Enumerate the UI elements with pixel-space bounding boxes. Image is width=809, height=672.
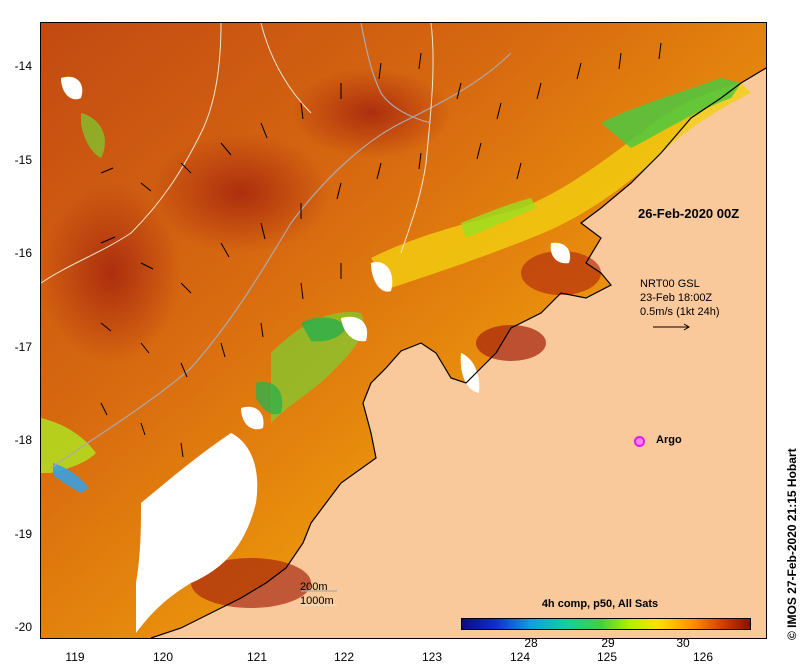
current-vector — [140, 342, 150, 354]
current-legend-source: NRT00 GSL — [640, 278, 700, 290]
cloud-gap — [61, 76, 83, 100]
cool-band — [81, 113, 105, 158]
cloud-gap — [550, 242, 571, 264]
current-vector — [418, 52, 422, 70]
argo-label: Argo — [656, 434, 682, 446]
x-axis-label: 120 — [152, 650, 174, 664]
colorbar-tick: 29 — [601, 636, 615, 650]
current-vector — [100, 402, 108, 416]
cloud-gap — [341, 316, 368, 342]
date-label: 26-Feb-2020 00Z — [638, 206, 740, 221]
coastline — [150, 67, 766, 638]
current-vector — [100, 236, 116, 244]
cool-band — [301, 317, 346, 342]
x-axis-label: 119 — [65, 650, 85, 664]
colorbar-tick: 28 — [524, 636, 538, 650]
current-vector — [336, 182, 342, 200]
y-axis-label: -17 — [14, 340, 32, 354]
legend-arrow-head — [683, 323, 690, 331]
current-vector — [300, 102, 304, 120]
colorbar-tick: 30 — [676, 636, 690, 650]
depth-contour-1000m — [260, 23, 434, 254]
sst-map-canvas — [41, 23, 766, 638]
current-legend-scale: 0.5m/s (1kt 24h) — [640, 306, 720, 318]
y-axis-label: -19 — [14, 527, 32, 541]
current-vector — [180, 162, 192, 174]
current-vector — [576, 62, 582, 80]
cool-band — [41, 418, 96, 473]
y-axis-label: -15 — [14, 153, 32, 167]
x-axis-label: 126 — [692, 650, 714, 664]
current-vector — [140, 262, 154, 270]
current-vector — [516, 162, 522, 180]
current-vector — [260, 222, 266, 240]
warm-patch — [151, 133, 331, 253]
current-vector — [140, 182, 152, 192]
current-vector — [300, 282, 304, 300]
current-vector — [100, 322, 112, 332]
cool-band — [256, 382, 283, 415]
current-vector — [376, 162, 382, 180]
x-axis-label: 123 — [421, 650, 443, 664]
warm-patch — [521, 251, 601, 295]
y-axis-label: -14 — [14, 59, 32, 73]
current-vector — [658, 42, 662, 60]
sst-colorbar — [461, 618, 751, 630]
depth-legend-200m: 200m — [300, 581, 328, 593]
current-vector — [220, 242, 230, 258]
x-axis-label: 124 — [509, 650, 531, 664]
current-vector — [496, 102, 502, 120]
current-vector — [536, 82, 542, 100]
warm-patch — [476, 325, 546, 361]
current-vector — [260, 322, 264, 338]
current-vector — [618, 52, 622, 70]
warm-patch — [291, 68, 451, 158]
current-vector — [180, 282, 192, 294]
cool-band — [601, 78, 741, 148]
cloud-gap — [241, 406, 264, 430]
current-vector — [476, 142, 482, 160]
current-vector — [140, 422, 146, 436]
x-axis-label: 121 — [246, 650, 268, 664]
x-axis-label: 122 — [333, 650, 355, 664]
current-vector — [418, 152, 422, 170]
cloud-gap — [371, 262, 393, 292]
current-vector — [180, 362, 188, 378]
depth-legend-1000m: 1000m — [300, 595, 334, 607]
cloud-gap — [136, 433, 258, 633]
y-axis-label: -18 — [14, 433, 32, 447]
sst-map[interactable] — [40, 22, 767, 639]
warm-patch — [191, 558, 311, 608]
cool-band — [271, 312, 364, 423]
current-legend-time: 23-Feb 18:00Z — [640, 292, 713, 304]
current-legend: NRT00 GSL 23-Feb 18:00Z 0.5m/s (1kt 24h) — [640, 277, 719, 319]
current-vector — [180, 442, 184, 458]
depth-contour-1000m — [41, 23, 222, 284]
imos-credit: © IMOS 27-Feb-2020 21:15 Hobart — [785, 448, 799, 640]
y-axis-label: -20 — [14, 620, 32, 634]
current-vector — [220, 142, 232, 156]
argo-float-icon[interactable] — [634, 436, 645, 447]
current-vector — [456, 82, 462, 100]
cool-band — [53, 463, 89, 493]
current-vector — [220, 342, 226, 358]
current-vector — [260, 122, 268, 139]
y-axis-label: -16 — [14, 246, 32, 260]
warm-patch — [41, 183, 181, 363]
cool-band — [461, 198, 536, 238]
depth-contour-200m — [50, 52, 512, 469]
cloud-gap — [460, 353, 480, 393]
current-vectors — [100, 42, 690, 606]
current-vector — [100, 167, 114, 174]
depth-contour-200m — [360, 23, 432, 124]
current-vector — [378, 62, 382, 80]
x-axis-label: 125 — [596, 650, 618, 664]
colorbar-title: 4h comp, p50, All Sats — [541, 598, 659, 610]
